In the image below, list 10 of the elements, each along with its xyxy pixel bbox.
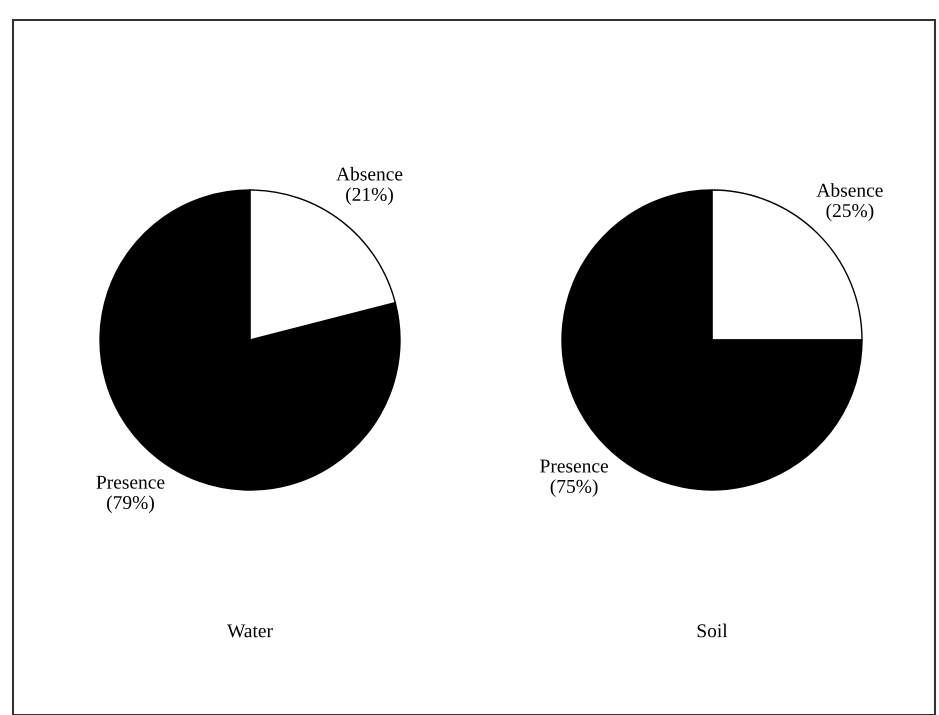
data-label: (75%) — [550, 479, 598, 497]
slice-label: Presence — [96, 476, 164, 489]
text: Soil — [698, 624, 728, 638]
slice-label: Absence — [336, 166, 402, 181]
slice-label: Absence — [816, 183, 883, 197]
data-label: (25%) — [826, 203, 874, 222]
data-label: (79%) — [107, 495, 154, 514]
text: Water — [227, 624, 273, 638]
data-label: (21%) — [346, 187, 393, 205]
slice-label: Presence — [540, 460, 608, 473]
